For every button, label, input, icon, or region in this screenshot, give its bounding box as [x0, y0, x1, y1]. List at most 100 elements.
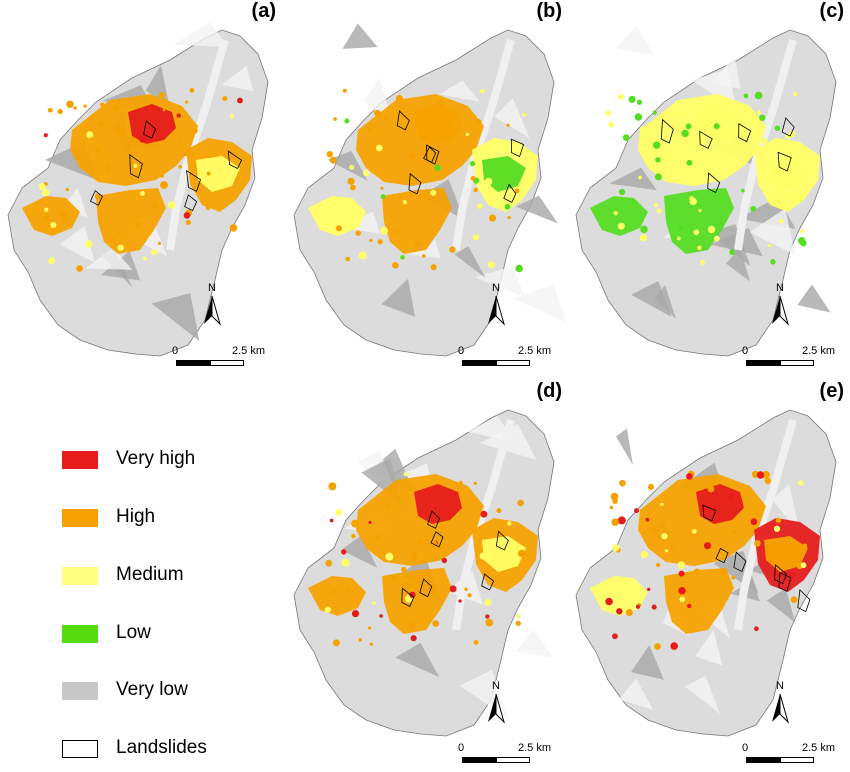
susceptibility-cell [612, 633, 618, 640]
susceptibility-cell [237, 97, 243, 104]
susceptibility-cell [677, 224, 684, 231]
susceptibility-zone [482, 536, 526, 572]
susceptibility-cell [374, 535, 380, 541]
susceptibility-cell [133, 163, 138, 168]
susceptibility-cell [488, 261, 495, 269]
susceptibility-map [293, 23, 566, 357]
susceptibility-cell [79, 163, 84, 169]
susceptibility-cell [432, 620, 439, 627]
susceptibility-cell [140, 191, 145, 196]
scale-start: 0 [742, 345, 749, 357]
susceptibility-cell [416, 572, 424, 580]
susceptibility-cell [351, 533, 356, 539]
north-arrow-icon [488, 295, 506, 326]
susceptibility-cell [467, 593, 472, 598]
landslide-outline [738, 123, 752, 143]
susceptibility-cell [367, 126, 372, 132]
susceptibility-cell [616, 608, 623, 615]
susceptibility-cell [377, 239, 383, 245]
susceptibility-cell [707, 225, 716, 234]
susceptibility-cell [464, 587, 468, 591]
susceptibility-zone [590, 196, 648, 236]
susceptibility-cell [395, 94, 403, 102]
north-letter: N [776, 680, 784, 692]
susceptibility-cell [617, 93, 624, 100]
landslide-outline [781, 117, 795, 137]
susceptibility-cell [707, 485, 715, 493]
susceptibility-cell [229, 224, 238, 232]
susceptibility-cell [189, 87, 195, 93]
susceptibility-cell [513, 548, 519, 554]
north-arrow: N [768, 680, 792, 730]
legend-label: Very high [116, 448, 196, 469]
susceptibility-cell [369, 238, 373, 243]
susceptibility-cell [699, 260, 705, 265]
landslide-outline [510, 138, 525, 158]
terrain-shade [515, 629, 554, 658]
terrain-shade [514, 283, 566, 323]
susceptibility-cell [729, 249, 735, 255]
susceptibility-cell [344, 118, 350, 124]
susceptibility-cell [800, 562, 807, 569]
susceptibility-cell [743, 93, 749, 99]
susceptibility-cell [656, 208, 662, 214]
scale-start: 0 [458, 345, 465, 357]
susceptibility-cell [654, 173, 662, 181]
north-arrow: N [768, 282, 792, 332]
susceptibility-cell [374, 109, 381, 117]
susceptibility-cell [367, 626, 372, 630]
scale-start: 0 [742, 742, 749, 754]
susceptibility-cell [678, 586, 686, 595]
panel-label: (e) [819, 380, 844, 402]
susceptibility-cell [789, 193, 797, 201]
susceptibility-cell [685, 123, 692, 130]
susceptibility-cell [640, 125, 647, 133]
scale-end: 2.5 km [518, 345, 552, 357]
susceptibility-cell [717, 127, 725, 135]
susceptibility-cell [38, 183, 46, 190]
susceptibility-cell [83, 104, 87, 108]
north-arrow: N [484, 282, 508, 332]
susceptibility-cell [100, 102, 105, 108]
scale-end: 2.5 km [802, 742, 836, 754]
north-arrow-icon [772, 693, 790, 724]
susceptibility-cell [517, 549, 526, 558]
susceptibility-cell [618, 188, 626, 196]
susceptibility-cell [430, 189, 437, 196]
landslide-outline [401, 587, 415, 607]
terrain-shade [695, 630, 723, 666]
susceptibility-cell [689, 197, 697, 206]
susceptibility-cell [472, 234, 479, 241]
susceptibility-cell [485, 618, 494, 627]
landslide-outline [481, 573, 495, 591]
susceptibility-cell [329, 518, 334, 523]
susceptibility-cell [731, 575, 736, 580]
susceptibility-cell [437, 114, 443, 120]
susceptibility-cell [634, 113, 643, 121]
susceptibility-cell [465, 132, 470, 136]
susceptibility-cell [469, 161, 476, 167]
landslide-outline [503, 183, 517, 203]
susceptibility-cell [44, 207, 49, 212]
landslide-outline [419, 578, 433, 598]
susceptibility-cell [793, 92, 798, 97]
susceptibility-zone [590, 576, 648, 616]
north-letter: N [492, 680, 500, 692]
scale-bar: 0 2.5 km [458, 742, 572, 772]
scale-start: 0 [458, 742, 465, 754]
terrain-shade [474, 266, 526, 298]
landslide-outline [495, 530, 509, 551]
susceptibility-cell [386, 502, 391, 507]
susceptibility-cell [222, 96, 228, 102]
susceptibility-map [293, 409, 555, 737]
susceptibility-cell [369, 642, 374, 646]
landslide-outline [184, 194, 198, 212]
susceptibility-cell [651, 604, 657, 610]
susceptibility-cell [335, 509, 343, 516]
susceptibility-cell [397, 205, 403, 211]
susceptibility-cell [686, 159, 693, 166]
landslide-outline [129, 153, 143, 179]
susceptibility-cell [686, 603, 692, 609]
susceptibility-cell [802, 543, 808, 549]
legend-swatch [62, 682, 98, 700]
